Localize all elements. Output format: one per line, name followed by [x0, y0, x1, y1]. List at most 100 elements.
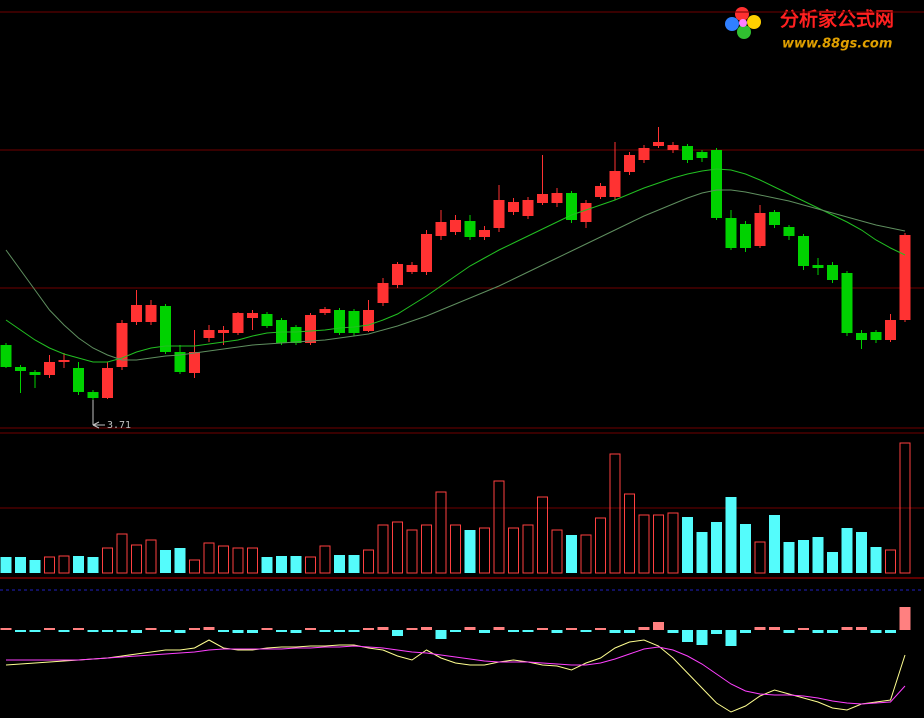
bar [435, 491, 447, 574]
candle-body [29, 372, 41, 375]
bar [0, 628, 12, 630]
bar [160, 630, 171, 632]
bar [798, 628, 809, 630]
candle-body [725, 218, 737, 248]
bar [102, 547, 113, 574]
bar [145, 628, 157, 630]
bar [769, 515, 780, 573]
bar [493, 480, 505, 574]
bar [551, 630, 563, 633]
candle-body [812, 265, 824, 268]
candle-body [406, 265, 418, 272]
bar [696, 630, 708, 645]
bar [334, 555, 345, 573]
candle-body [624, 155, 635, 172]
bar [841, 528, 853, 573]
bar [392, 630, 403, 636]
bar [73, 628, 84, 630]
bar [609, 453, 621, 574]
candle-body [551, 193, 563, 203]
bar [261, 628, 273, 630]
bar [754, 541, 766, 574]
candle-body [769, 212, 780, 225]
bar [711, 522, 722, 573]
bar [363, 549, 374, 574]
bar [58, 555, 70, 574]
candle-body [174, 352, 186, 372]
candle-body [392, 264, 403, 285]
candle-body [363, 310, 374, 331]
annotation-arrow [92, 421, 105, 429]
indicator-line [5, 168, 906, 363]
bar [87, 557, 99, 573]
bar [740, 524, 751, 573]
bar [73, 556, 84, 573]
bar [479, 630, 490, 633]
bar [537, 628, 548, 630]
bar [899, 607, 911, 630]
candle-body [783, 227, 795, 236]
candle-body [102, 368, 113, 398]
bar [290, 630, 302, 633]
bar [29, 630, 41, 632]
bar [377, 627, 389, 630]
bar [522, 524, 534, 574]
candle-body [493, 200, 505, 228]
bar [798, 540, 809, 573]
bar [493, 627, 505, 630]
candle-body [290, 327, 302, 343]
bar [696, 532, 708, 573]
indicator-line [5, 639, 906, 713]
candle-body [15, 367, 26, 371]
bar [189, 559, 200, 574]
bar [406, 628, 418, 630]
bar [653, 622, 664, 630]
bar [682, 630, 693, 642]
bar [464, 530, 476, 573]
candle-body [479, 230, 490, 237]
bar [203, 542, 215, 574]
candle-body [711, 150, 722, 218]
bar [305, 628, 316, 630]
bar [392, 521, 403, 574]
candle-body [595, 186, 606, 197]
bar [812, 537, 824, 573]
candle-body [435, 222, 447, 236]
plot-area: 3.71 [0, 11, 924, 713]
candle-body [508, 202, 519, 212]
candle-body [841, 273, 853, 333]
bar [189, 628, 200, 630]
bar [116, 533, 128, 574]
candle-body [131, 305, 142, 322]
candle-body [319, 309, 331, 313]
candle-body [609, 171, 621, 197]
bar [841, 627, 853, 630]
bar [725, 630, 737, 646]
candle-body [754, 213, 766, 246]
bar [508, 630, 519, 632]
bar [682, 517, 693, 573]
bar [885, 630, 896, 633]
bar [711, 630, 722, 634]
bar [638, 514, 650, 574]
bar [740, 630, 751, 633]
bar [899, 442, 911, 574]
bar [334, 630, 345, 632]
indicator-line [6, 645, 906, 705]
candle-body [73, 368, 84, 392]
bar [218, 545, 229, 574]
bar [58, 630, 70, 632]
bar [551, 529, 563, 574]
candle-body [377, 283, 389, 303]
candle-body [856, 333, 867, 340]
bar [464, 627, 476, 630]
bar [624, 630, 635, 633]
candle-body [653, 142, 664, 146]
bar [290, 556, 302, 573]
candle-body [667, 145, 679, 150]
bar [319, 545, 331, 574]
bar [174, 630, 186, 633]
bar [102, 630, 113, 632]
bar [174, 548, 186, 573]
